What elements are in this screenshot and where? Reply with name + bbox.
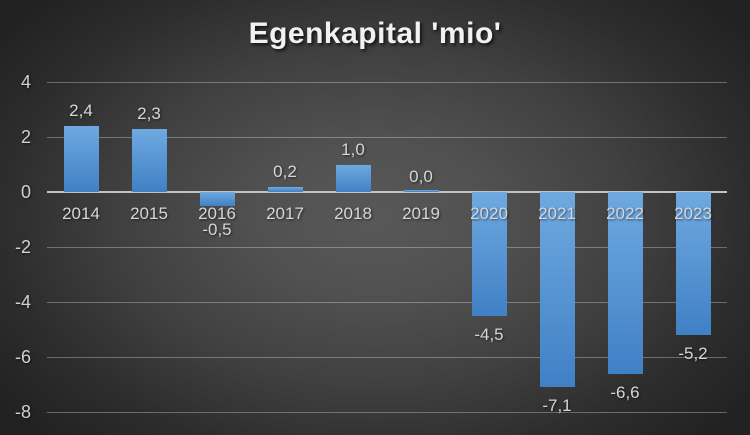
y-axis-tick-label: 2	[20, 127, 31, 147]
x-axis-category-label: 2022	[606, 204, 644, 223]
bar-2020[interactable]	[471, 192, 507, 316]
bar-2022[interactable]	[607, 192, 643, 374]
y-axis-tick-label: -4	[14, 292, 31, 312]
y-axis-tick-label: 4	[20, 72, 31, 92]
x-axis-category-label: 2017	[266, 204, 304, 223]
data-label: 2,3	[137, 103, 161, 123]
x-axis-category-label: 2021	[538, 204, 576, 223]
data-label: -5,2	[678, 344, 708, 363]
data-label: -6,6	[610, 382, 640, 402]
x-axis-category-label: 2015	[130, 204, 168, 223]
bar-2018[interactable]	[335, 164, 371, 192]
data-label: 1,0	[341, 139, 365, 159]
bar-2016[interactable]	[199, 192, 235, 206]
x-axis-category-label: 2019	[402, 204, 440, 223]
gridline	[47, 82, 727, 83]
y-axis-tick-label: -8	[14, 402, 31, 422]
data-label: 2,4	[69, 101, 93, 120]
gridline	[47, 357, 727, 358]
gridline	[47, 137, 727, 138]
data-label: 0,0	[409, 167, 433, 186]
bar-2019[interactable]	[403, 190, 439, 192]
data-label: -0,5	[202, 220, 232, 239]
gridline	[47, 302, 727, 303]
bar-2017[interactable]	[267, 186, 303, 192]
bar-2021[interactable]	[539, 192, 575, 388]
chart-title: Egenkapital 'mio'	[248, 17, 502, 50]
bar-2014[interactable]	[63, 126, 99, 192]
x-axis-category-label: 2023	[674, 204, 712, 223]
x-axis-line	[47, 191, 727, 193]
x-axis-category-label: 2016	[198, 204, 236, 223]
x-axis-category-label: 2014	[62, 204, 100, 223]
x-axis-category-label: 2020	[470, 204, 508, 223]
gridline	[47, 412, 727, 413]
x-axis-category-label: 2018	[334, 204, 372, 223]
data-label: 0,2	[273, 161, 297, 181]
y-axis-tick-label: 0	[20, 182, 31, 202]
data-label: -7,1	[542, 396, 572, 416]
gridline	[47, 247, 727, 248]
data-label: -4,5	[474, 324, 504, 344]
y-axis-tick-label: -2	[14, 237, 31, 257]
bar-2023[interactable]	[675, 192, 711, 335]
bar-2015[interactable]	[131, 128, 167, 192]
y-axis-tick-label: -6	[14, 347, 31, 367]
